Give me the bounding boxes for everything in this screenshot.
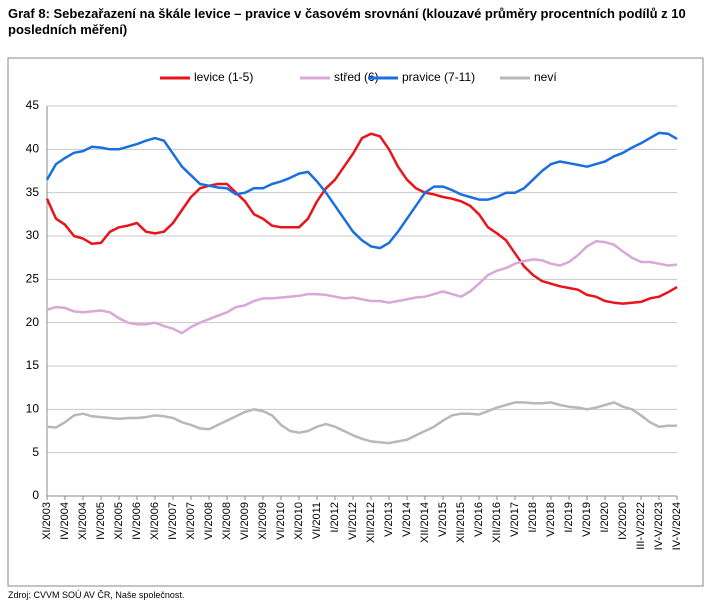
y-tick-label: 5 bbox=[32, 445, 39, 459]
x-tick-label: VI/2008 bbox=[203, 502, 215, 540]
y-tick-label: 25 bbox=[26, 272, 40, 286]
x-tick-label: IV/2004 bbox=[59, 502, 71, 540]
x-tick-label: IV/2006 bbox=[131, 502, 143, 540]
legend-label: neví bbox=[534, 70, 557, 84]
x-tick-label: V/2017 bbox=[509, 502, 521, 537]
legend-label: levice (1-5) bbox=[194, 70, 253, 84]
chart-title: Graf 8: Sebezařazení na škále levice – p… bbox=[8, 6, 686, 37]
x-tick-label: I/2012 bbox=[329, 502, 341, 533]
series-line bbox=[45, 131, 678, 250]
y-tick-label: 45 bbox=[26, 98, 40, 112]
series-line bbox=[46, 239, 678, 335]
x-tick-label: IV-V/2023 bbox=[653, 502, 665, 550]
y-tick-label: 35 bbox=[26, 185, 40, 199]
x-tick-label: VI/2010 bbox=[275, 502, 287, 540]
legend-label: střed (6) bbox=[334, 70, 379, 84]
x-tick-label: I/2019 bbox=[563, 502, 575, 533]
y-tick-label: 40 bbox=[26, 142, 40, 156]
source-note: Zdroj: CVVM SOÚ AV ČR, Naše společnost. bbox=[8, 590, 185, 600]
x-tick-label: IV/2007 bbox=[167, 502, 179, 540]
x-tick-label: V/2016 bbox=[473, 502, 485, 537]
x-tick-label: III-V/2022 bbox=[635, 502, 647, 550]
legend-label: pravice (7-11) bbox=[402, 70, 475, 84]
x-tick-label: XII/2016 bbox=[491, 502, 503, 543]
x-tick-label: XI/2005 bbox=[113, 502, 125, 540]
x-tick-label: XI/2003 bbox=[41, 502, 53, 540]
x-tick-label: V/2014 bbox=[401, 502, 413, 537]
x-tick-label: IX/2020 bbox=[617, 502, 629, 540]
x-tick-label: I/2020 bbox=[599, 502, 611, 533]
x-tick-label: IV/2005 bbox=[95, 502, 107, 540]
y-tick-label: 15 bbox=[26, 358, 40, 372]
x-tick-label: I/2018 bbox=[527, 502, 539, 533]
y-tick-label: 30 bbox=[26, 228, 40, 242]
x-tick-label: XII/2012 bbox=[365, 502, 377, 543]
x-tick-label: IV-V/2024 bbox=[671, 502, 683, 550]
series-line bbox=[45, 132, 678, 305]
x-tick-label: XII/2014 bbox=[419, 502, 431, 543]
y-tick-label: 20 bbox=[26, 315, 40, 329]
x-tick-label: V/2013 bbox=[383, 502, 395, 537]
x-tick-label: XI/2009 bbox=[257, 502, 269, 540]
x-tick-label: V/2019 bbox=[581, 502, 593, 537]
x-tick-label: VI/2012 bbox=[347, 502, 359, 540]
x-tick-label: XI/2007 bbox=[185, 502, 197, 540]
x-tick-label: XI/2008 bbox=[221, 502, 233, 540]
x-tick-label: V/2015 bbox=[437, 502, 449, 537]
y-tick-label: 10 bbox=[26, 402, 40, 416]
y-tick-label: 0 bbox=[32, 488, 39, 502]
x-tick-label: XII/2015 bbox=[455, 502, 467, 543]
x-tick-label: VI/2011 bbox=[311, 502, 323, 539]
x-tick-label: XI/2004 bbox=[77, 502, 89, 540]
x-tick-label: V/2018 bbox=[545, 502, 557, 537]
x-tick-label: XI/2006 bbox=[149, 502, 161, 540]
x-tick-label: XI/2010 bbox=[293, 502, 305, 540]
x-tick-label: VI/2009 bbox=[239, 502, 251, 540]
chart-frame bbox=[7, 57, 704, 587]
series-line bbox=[46, 401, 677, 445]
